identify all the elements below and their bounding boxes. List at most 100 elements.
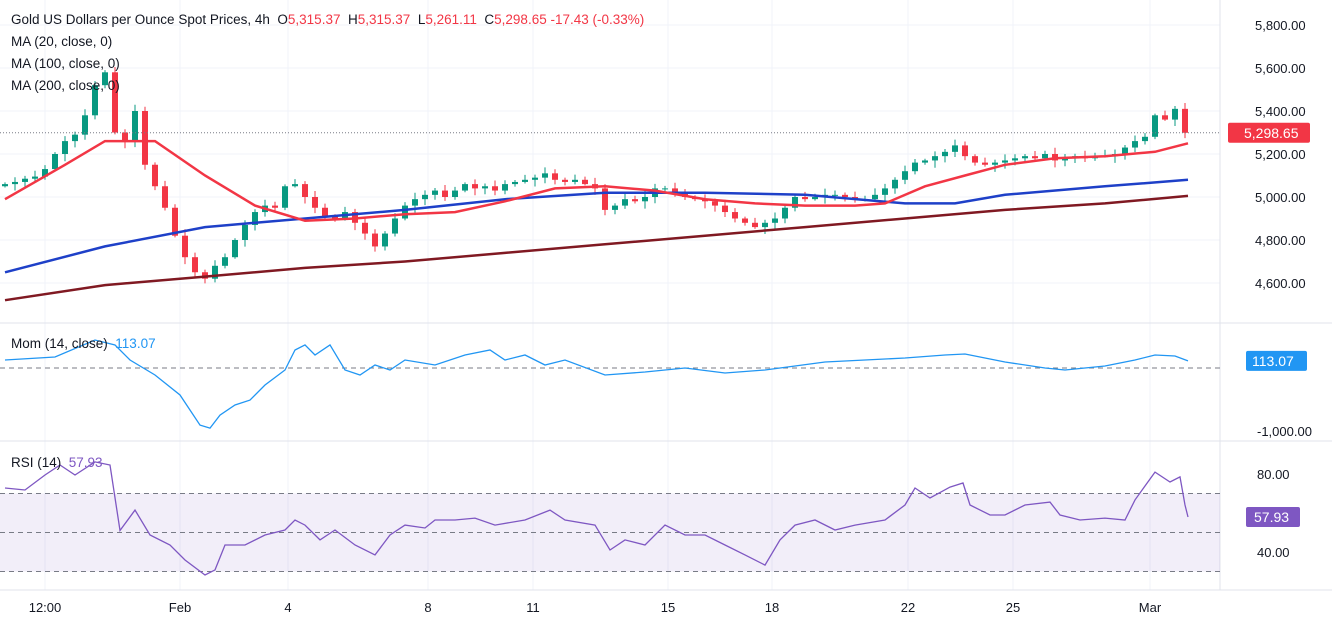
candle-body [212,265,218,279]
candle [232,238,238,259]
candle-body [252,212,258,225]
momentum-badge [1246,350,1307,371]
candle [872,188,878,201]
candle [552,169,558,185]
candle [522,174,528,184]
candle [392,213,398,237]
candle [282,184,288,211]
candle-body [82,115,88,135]
candle-body [772,218,778,223]
candle-body [362,222,368,234]
rsi-legend[interactable]: RSI (14) 57.93 [11,455,103,470]
candle-body [392,218,398,234]
low-label: L [417,12,426,27]
candle [562,177,568,186]
candle [22,175,28,188]
candle-body [872,194,878,200]
candle-body [102,72,108,86]
candle-body [812,197,818,200]
rsi-band [0,493,1220,572]
candle [92,81,98,120]
candle [102,70,108,89]
candle-body [1022,156,1028,159]
candle-body [482,186,488,189]
candle-body [962,145,968,157]
candle-body [192,257,198,273]
candle-body [492,186,498,191]
symbol-title[interactable]: Gold US Dollars per Ounce Spot Prices, 4… [11,12,270,27]
candle [532,174,538,187]
ma20-line [4,139,1189,222]
momentum-legend[interactable]: Mom (14, close) 113.07 [11,336,156,351]
candle-body [1182,108,1188,133]
candle [1022,154,1028,163]
candle-body [792,197,798,208]
ma20-legend[interactable]: MA (20, close, 0) [11,34,113,49]
close-label: C [484,12,495,27]
time-tick-label: 25 [1006,600,1020,615]
candle-body [232,240,238,258]
ma200-legend[interactable]: MA (200, close, 0) [11,78,120,93]
candle-body [552,173,558,180]
candle [52,152,58,172]
candle [472,179,478,196]
candle-body [152,164,158,187]
open-label: O [277,12,288,27]
candle [892,177,898,194]
candle [462,182,468,193]
candle-body [1012,158,1018,161]
candle-body [882,188,888,195]
candle [252,209,258,231]
candle-body [562,179,568,182]
candle [952,139,958,158]
candle [192,252,198,279]
candle [1032,150,1038,162]
candle [542,167,548,184]
candle-body [642,197,648,202]
candle [162,180,168,211]
candle-body [452,190,458,197]
candle [832,190,838,201]
momentum-line [4,339,1189,429]
candle [1132,135,1138,153]
candle [902,165,908,185]
candle-body [622,199,628,206]
candle-body [612,205,618,210]
ma100-legend[interactable]: MA (100, close, 0) [11,56,120,71]
high-value: 5,315.37 [357,12,411,27]
candle-body [662,188,668,190]
time-tick-label: 11 [526,600,540,615]
candle-body [1042,154,1048,159]
candle-body [932,156,938,161]
candle [852,191,858,203]
candle-body [602,188,608,210]
candle-body [672,188,678,193]
price-tick-label: 4,600.00 [1255,276,1306,291]
candle-body [72,134,78,142]
candle-body [182,235,188,258]
candle [992,159,998,172]
candle [12,177,18,191]
price-tick-label: 5,400.00 [1255,104,1306,119]
candle-body [112,72,118,133]
momentum-tick-label: -1,000.00 [1257,424,1312,439]
candle [122,129,128,149]
candle [782,203,788,224]
candle [1142,133,1148,145]
candle-body [782,207,788,219]
candle-body [472,184,478,189]
candle-body [142,111,148,165]
candle [732,208,738,223]
candle-body [442,190,448,197]
candle-body [522,179,528,182]
candle [502,180,508,195]
high-label: H [347,12,358,27]
time-tick-label: Feb [169,600,191,615]
candle [492,180,498,196]
candle-body [722,205,728,213]
candle [512,180,518,187]
candle [1162,110,1168,121]
candle-body [1132,141,1138,148]
candle-body [732,212,738,219]
